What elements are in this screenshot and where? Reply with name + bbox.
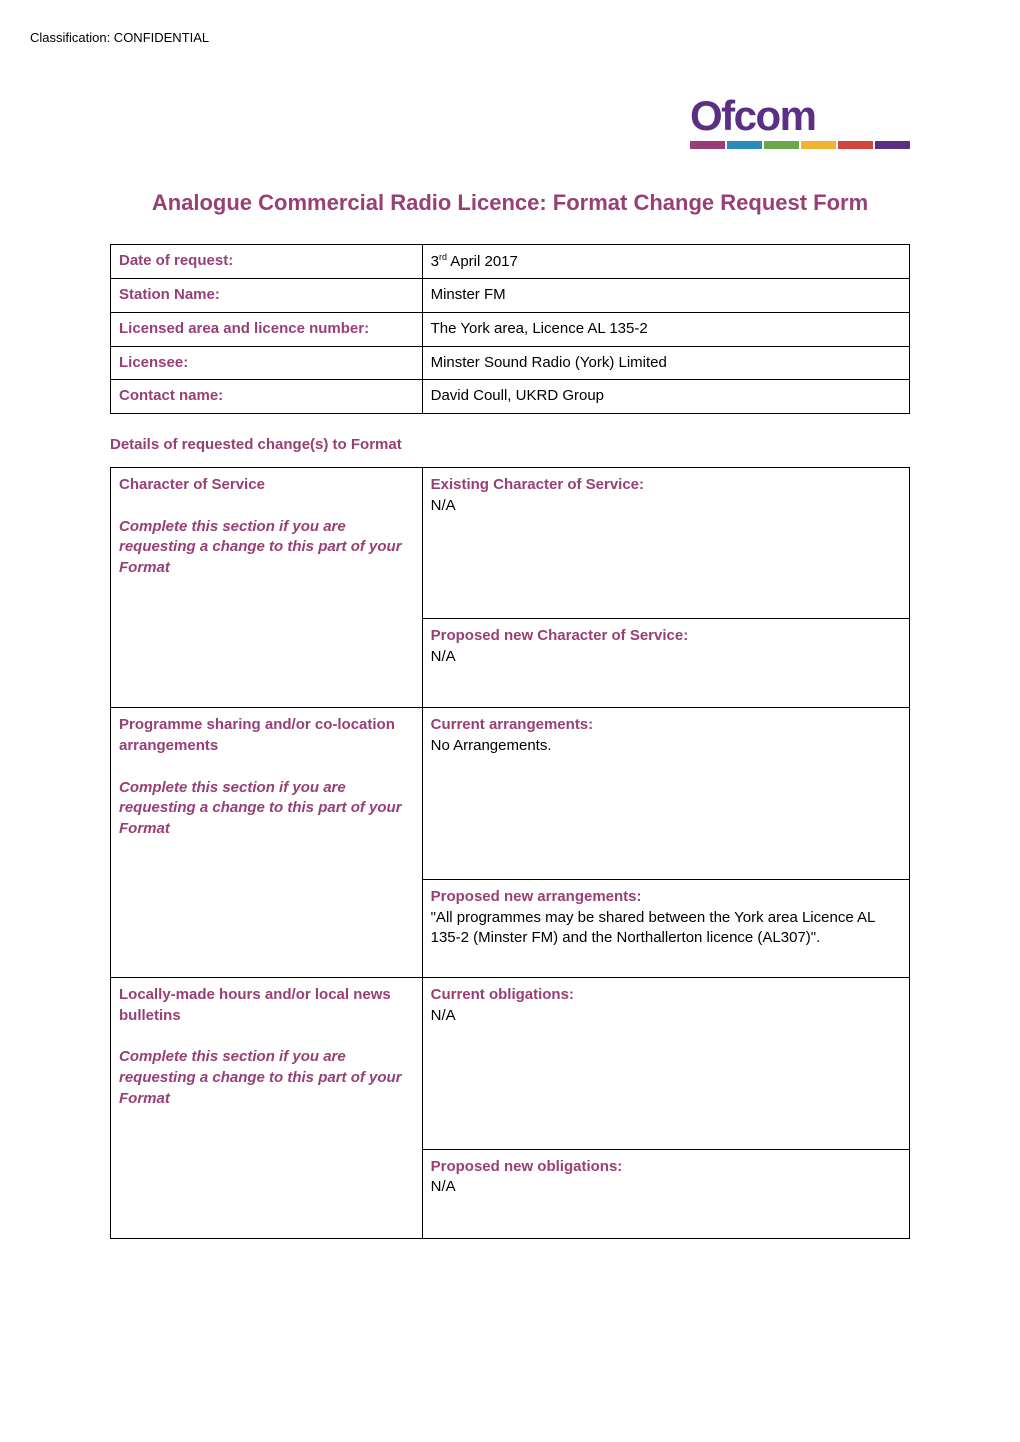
table-row: Contact name: David Coull, UKRD Group bbox=[111, 380, 910, 414]
proposed-obligations: Proposed new obligations: N/A bbox=[422, 1149, 909, 1238]
local-head: Locally-made hours and/or local news bul… bbox=[119, 985, 414, 1026]
locally-made-label: Locally-made hours and/or local news bul… bbox=[111, 978, 423, 1150]
logo-bar bbox=[801, 141, 836, 149]
value-licence-area: The York area, Licence AL 135-2 bbox=[422, 313, 909, 347]
existing-cos-text: N/A bbox=[431, 496, 901, 517]
label-licence-area: Licensed area and licence number: bbox=[111, 313, 423, 347]
table-row: Proposed new Character of Service: N/A bbox=[111, 619, 910, 708]
prog-instr: Complete this section if you are request… bbox=[119, 778, 414, 840]
section-header: Details of requested change(s) to Format bbox=[110, 436, 910, 453]
current-obligations: Current obligations: N/A bbox=[422, 978, 909, 1150]
logo-bars bbox=[690, 141, 910, 149]
cos-head: Character of Service bbox=[119, 475, 414, 496]
current-arr-text: No Arrangements. bbox=[431, 736, 901, 757]
page-title: Analogue Commercial Radio Licence: Forma… bbox=[110, 188, 910, 218]
table-row: Licensed area and licence number: The Yo… bbox=[111, 313, 910, 347]
logo-bar bbox=[764, 141, 799, 149]
proposed-obl-label: Proposed new obligations: bbox=[431, 1157, 901, 1178]
label-licensee: Licensee: bbox=[111, 346, 423, 380]
programme-sharing-label: Programme sharing and/or co-location arr… bbox=[111, 708, 423, 880]
classification-label: Classification: CONFIDENTIAL bbox=[30, 30, 910, 45]
label-station: Station Name: bbox=[111, 279, 423, 313]
existing-cos: Existing Character of Service: N/A bbox=[422, 468, 909, 619]
current-arrangements: Current arrangements: No Arrangements. bbox=[422, 708, 909, 880]
prog-empty bbox=[111, 880, 423, 978]
table-row: Date of request: 3rd April 2017 bbox=[111, 244, 910, 279]
table-row: Proposed new arrangements: "All programm… bbox=[111, 880, 910, 978]
value-date: 3rd April 2017 bbox=[422, 244, 909, 279]
table-row: Programme sharing and/or co-location arr… bbox=[111, 708, 910, 880]
proposed-obl-text: N/A bbox=[431, 1177, 901, 1198]
logo-bar bbox=[875, 141, 910, 149]
local-instr: Complete this section if you are request… bbox=[119, 1047, 414, 1109]
table-row: Character of Service Complete this secti… bbox=[111, 468, 910, 619]
label-date: Date of request: bbox=[111, 244, 423, 279]
value-contact: David Coull, UKRD Group bbox=[422, 380, 909, 414]
proposed-arr-text: "All programmes may be shared between th… bbox=[431, 908, 901, 949]
table-row: Station Name: Minster FM bbox=[111, 279, 910, 313]
value-licensee: Minster Sound Radio (York) Limited bbox=[422, 346, 909, 380]
logo-text: Ofcom bbox=[690, 95, 910, 137]
info-table: Date of request: 3rd April 2017 Station … bbox=[110, 244, 910, 414]
table-row: Proposed new obligations: N/A bbox=[111, 1149, 910, 1238]
existing-cos-label: Existing Character of Service: bbox=[431, 475, 901, 496]
cos-empty bbox=[111, 619, 423, 708]
ofcom-logo: Ofcom bbox=[690, 95, 910, 160]
prog-head: Programme sharing and/or co-location arr… bbox=[119, 715, 414, 756]
local-empty bbox=[111, 1149, 423, 1238]
table-row: Locally-made hours and/or local news bul… bbox=[111, 978, 910, 1150]
table-row: Licensee: Minster Sound Radio (York) Lim… bbox=[111, 346, 910, 380]
character-of-service-label: Character of Service Complete this secti… bbox=[111, 468, 423, 619]
logo-bar bbox=[690, 141, 725, 149]
cos-instr: Complete this section if you are request… bbox=[119, 517, 414, 579]
current-obl-label: Current obligations: bbox=[431, 985, 901, 1006]
logo-bar bbox=[838, 141, 873, 149]
value-station: Minster FM bbox=[422, 279, 909, 313]
proposed-cos-label: Proposed new Character of Service: bbox=[431, 626, 901, 647]
logo-bar bbox=[727, 141, 762, 149]
current-arr-label: Current arrangements: bbox=[431, 715, 901, 736]
logo-container: Ofcom bbox=[110, 95, 910, 160]
details-table: Character of Service Complete this secti… bbox=[110, 467, 910, 1239]
proposed-arrangements: Proposed new arrangements: "All programm… bbox=[422, 880, 909, 978]
proposed-arr-label: Proposed new arrangements: bbox=[431, 887, 901, 908]
proposed-cos: Proposed new Character of Service: N/A bbox=[422, 619, 909, 708]
label-contact: Contact name: bbox=[111, 380, 423, 414]
current-obl-text: N/A bbox=[431, 1006, 901, 1027]
proposed-cos-text: N/A bbox=[431, 647, 901, 668]
